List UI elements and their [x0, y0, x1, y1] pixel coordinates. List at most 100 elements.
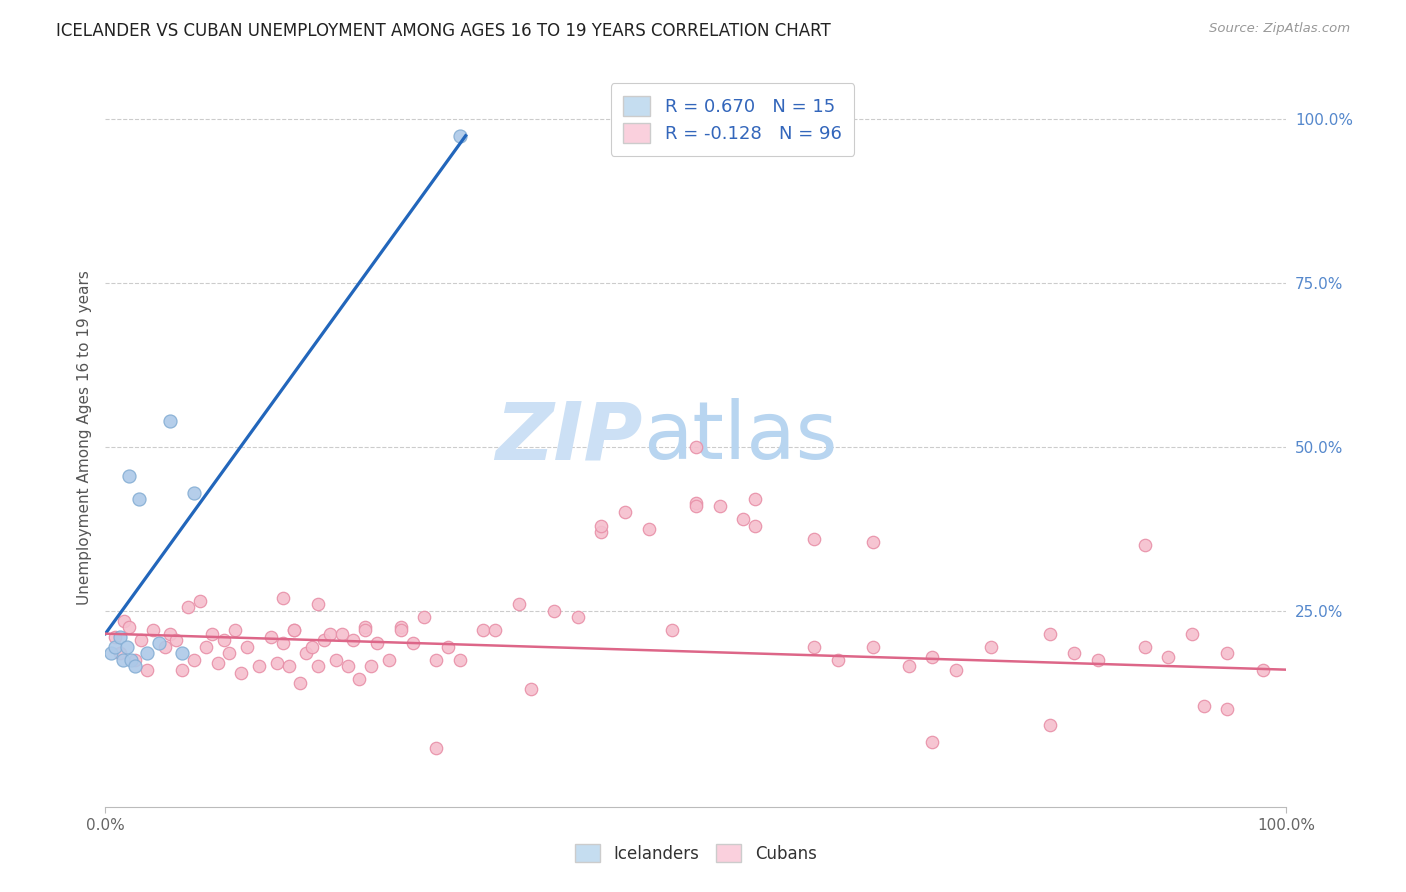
Point — [142, 624, 165, 638]
Point — [980, 640, 1002, 654]
Point — [277, 659, 299, 673]
Point — [212, 633, 235, 648]
Point — [591, 518, 613, 533]
Point — [567, 610, 589, 624]
Point — [1133, 640, 1156, 654]
Point — [159, 414, 181, 428]
Point — [207, 656, 229, 670]
Point — [307, 597, 329, 611]
Point — [1133, 538, 1156, 552]
Point — [135, 646, 157, 660]
Point — [685, 440, 707, 454]
Point — [231, 665, 253, 680]
Point — [336, 659, 359, 673]
Point — [508, 597, 530, 611]
Point — [283, 624, 305, 638]
Point — [1181, 626, 1204, 640]
Point — [449, 653, 471, 667]
Point — [862, 640, 884, 654]
Point — [118, 469, 141, 483]
Point — [104, 630, 127, 644]
Y-axis label: Unemployment Among Ages 16 to 19 years: Unemployment Among Ages 16 to 19 years — [76, 269, 91, 605]
Point — [183, 653, 205, 667]
Point — [1216, 702, 1239, 716]
Point — [260, 630, 283, 644]
Point — [1251, 663, 1274, 677]
Point — [921, 649, 943, 664]
Point — [349, 673, 371, 687]
Point — [425, 653, 447, 667]
Point — [153, 640, 176, 654]
Point — [378, 653, 401, 667]
Point — [124, 659, 146, 673]
Point — [271, 636, 294, 650]
Point — [413, 610, 436, 624]
Point — [803, 532, 825, 546]
Text: ZIP: ZIP — [495, 398, 643, 476]
Point — [108, 646, 131, 660]
Point — [188, 594, 211, 608]
Point — [319, 626, 342, 640]
Point — [425, 741, 447, 756]
Point — [124, 653, 146, 667]
Point — [519, 682, 541, 697]
Point — [1216, 646, 1239, 660]
Point — [295, 646, 318, 660]
Point — [165, 633, 187, 648]
Point — [472, 624, 495, 638]
Point — [744, 518, 766, 533]
Point — [389, 624, 412, 638]
Point — [194, 640, 217, 654]
Point — [159, 626, 181, 640]
Point — [325, 653, 347, 667]
Point — [100, 646, 122, 660]
Point — [1063, 646, 1085, 660]
Point — [172, 663, 194, 677]
Text: ICELANDER VS CUBAN UNEMPLOYMENT AMONG AGES 16 TO 19 YEARS CORRELATION CHART: ICELANDER VS CUBAN UNEMPLOYMENT AMONG AG… — [56, 22, 831, 40]
Point — [354, 620, 377, 634]
Point — [921, 735, 943, 749]
Point — [401, 636, 423, 650]
Point — [897, 659, 920, 673]
Point — [108, 630, 131, 644]
Point — [1157, 649, 1180, 664]
Point — [135, 663, 157, 677]
Point — [224, 624, 246, 638]
Point — [172, 646, 194, 660]
Point — [266, 656, 288, 670]
Point — [330, 626, 353, 640]
Point — [366, 636, 388, 650]
Point — [247, 659, 270, 673]
Point — [709, 499, 731, 513]
Point — [115, 640, 138, 654]
Point — [591, 525, 613, 540]
Point — [389, 620, 412, 634]
Point — [1087, 653, 1109, 667]
Point — [733, 512, 755, 526]
Point — [685, 499, 707, 513]
Point — [283, 624, 305, 638]
Point — [177, 600, 200, 615]
Point — [236, 640, 259, 654]
Point — [128, 492, 150, 507]
Point — [201, 626, 224, 640]
Legend: Icelanders, Cubans: Icelanders, Cubans — [569, 838, 823, 870]
Text: Source: ZipAtlas.com: Source: ZipAtlas.com — [1209, 22, 1350, 36]
Point — [484, 624, 506, 638]
Point — [118, 620, 141, 634]
Point — [827, 653, 849, 667]
Point — [744, 492, 766, 507]
Point — [312, 633, 335, 648]
Point — [543, 604, 565, 618]
Point — [307, 659, 329, 673]
Point — [148, 636, 170, 650]
Point — [803, 640, 825, 654]
Point — [290, 675, 312, 690]
Point — [685, 495, 707, 509]
Point — [301, 640, 323, 654]
Point — [614, 505, 637, 519]
Point — [129, 633, 152, 648]
Point — [354, 624, 377, 638]
Point — [183, 485, 205, 500]
Point — [360, 659, 382, 673]
